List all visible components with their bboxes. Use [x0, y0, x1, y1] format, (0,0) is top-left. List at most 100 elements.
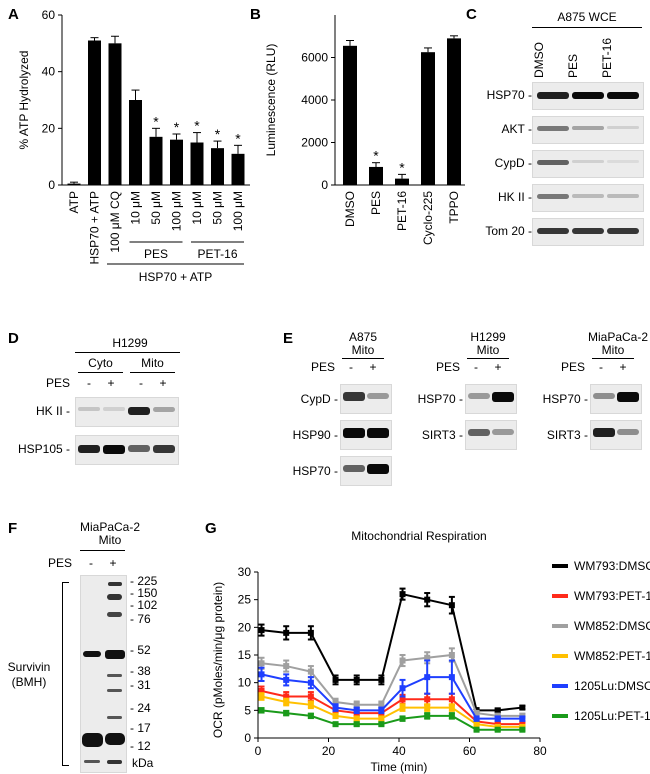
bar [129, 100, 142, 185]
data-point [473, 715, 480, 722]
legend-label: WM793:DMSO [574, 559, 650, 573]
data-point [258, 687, 265, 694]
panel-c-blot: A875 WCE DMSO PES PET-16 HSP70 - AKT - CypD … [470, 0, 650, 260]
legend-label: WM793:PET-16 [574, 589, 650, 603]
blot-strip [340, 456, 392, 486]
data-point [448, 674, 455, 681]
data-point [307, 712, 314, 719]
panel-label-c: C [466, 6, 477, 23]
panel-e-blots: A875 Mito PES - + CypD - HSP90 - HSP70 - H1299 Mi… [280, 330, 650, 510]
significance-star: * [373, 148, 379, 164]
band [107, 594, 122, 600]
blot-strip [590, 420, 642, 450]
treatment-sign: - [349, 360, 353, 374]
panel-d-group-cyto: Cyto [88, 356, 113, 370]
blot-row-label: SIRT3 - [546, 428, 588, 442]
data-point [258, 707, 265, 714]
bar [369, 166, 383, 185]
data-point [448, 652, 455, 658]
panel-f-sign-plus: + [109, 556, 117, 570]
panel-f-header-1: MiaPaCa-2 [79, 520, 141, 534]
mw-marker: - 102 [130, 598, 158, 612]
blot-strip [465, 384, 517, 414]
data-point [494, 715, 501, 722]
band [367, 464, 389, 474]
data-point [424, 704, 431, 711]
x-tick-label: DMSO [343, 191, 357, 227]
legend-label: WM852:PET-16 [574, 649, 650, 663]
bar [88, 40, 101, 185]
data-point [353, 676, 360, 683]
blot-row-label: AKT - [501, 122, 532, 136]
y-tick-label: 40 [42, 65, 56, 79]
x-tick-label: 10 μM [129, 191, 143, 225]
data-point [378, 707, 385, 714]
panel-f-gel [80, 575, 127, 773]
panel-label-e: E [283, 330, 294, 347]
band [468, 428, 490, 436]
band [607, 92, 639, 99]
x-axis-label: Time (min) [371, 760, 428, 774]
data-point [473, 710, 480, 717]
legend-label: WM852:DMSO [574, 619, 650, 633]
band [572, 126, 604, 131]
band [607, 228, 639, 235]
blot-header-line [467, 358, 509, 359]
y-axis-label: % ATP Hydrolyzed [17, 51, 31, 150]
band [617, 429, 639, 435]
data-point [519, 726, 526, 733]
panel-f-blot: MiaPaCa-2 Mito PES - + Survivin (BMH) - … [0, 520, 200, 774]
y-tick-label: 4000 [301, 93, 328, 107]
chart-g-mito-respiration: Mitochondrial Respiration 0 5 10 15 20 25 30 0 20… [211, 529, 650, 774]
treatment-sign: + [619, 360, 627, 374]
band [103, 445, 125, 454]
series-line [261, 673, 523, 720]
panel-label-b: B [250, 6, 261, 23]
band [343, 428, 365, 438]
blot-treatment: PES [435, 360, 460, 374]
x-tick-label: ATP [67, 191, 81, 213]
bar [170, 139, 183, 185]
x-tick-label: 50 μM [211, 191, 225, 225]
blot-row-label: HSP90 - [292, 428, 338, 442]
bar [447, 38, 461, 185]
band [593, 428, 615, 438]
band [108, 582, 122, 586]
band [572, 160, 604, 164]
data-point [283, 629, 290, 636]
panel-d-treatment: PES [45, 376, 70, 390]
data-point [399, 715, 406, 722]
blot-row-label: HK II - [497, 190, 532, 204]
panel-label-a: A [8, 6, 19, 23]
treatment-sign: - [139, 376, 143, 390]
data-point [353, 721, 360, 728]
data-point [307, 668, 314, 675]
mw-unit: kDa [132, 756, 154, 770]
y-tick-label: 6000 [301, 51, 328, 65]
band [572, 228, 604, 235]
treatment-sign: - [599, 360, 603, 374]
data-point [378, 715, 385, 722]
blot-row-label: HSP70 - [486, 88, 532, 102]
blot-row-label: HSP105 - [17, 442, 70, 456]
x-tick-label: HSP70 + ATP [88, 191, 102, 264]
y-tick-label: 30 [238, 565, 252, 579]
bar [67, 183, 81, 185]
data-point [353, 707, 360, 714]
bar [190, 142, 204, 185]
blot-header-2: Mito [351, 343, 375, 357]
data-point [399, 696, 406, 703]
data-point [283, 693, 290, 700]
band [107, 674, 122, 677]
blot-header-1: A875 [348, 330, 378, 344]
panel-e-blot-group: H1299 Mito PES - + HSP70 - SIRT3 - [405, 330, 525, 510]
y-tick-label: 2000 [301, 136, 328, 150]
mw-marker: - 150 [130, 586, 158, 600]
y-tick-label: 0 [321, 178, 328, 192]
panel-f-treatment: PES [47, 556, 72, 570]
panel-d-group-mito: Mito [141, 356, 164, 370]
band [128, 445, 150, 452]
band [607, 194, 639, 198]
panel-c-header: A875 WCE [557, 10, 617, 24]
panel-d-cyto-line [78, 372, 123, 373]
